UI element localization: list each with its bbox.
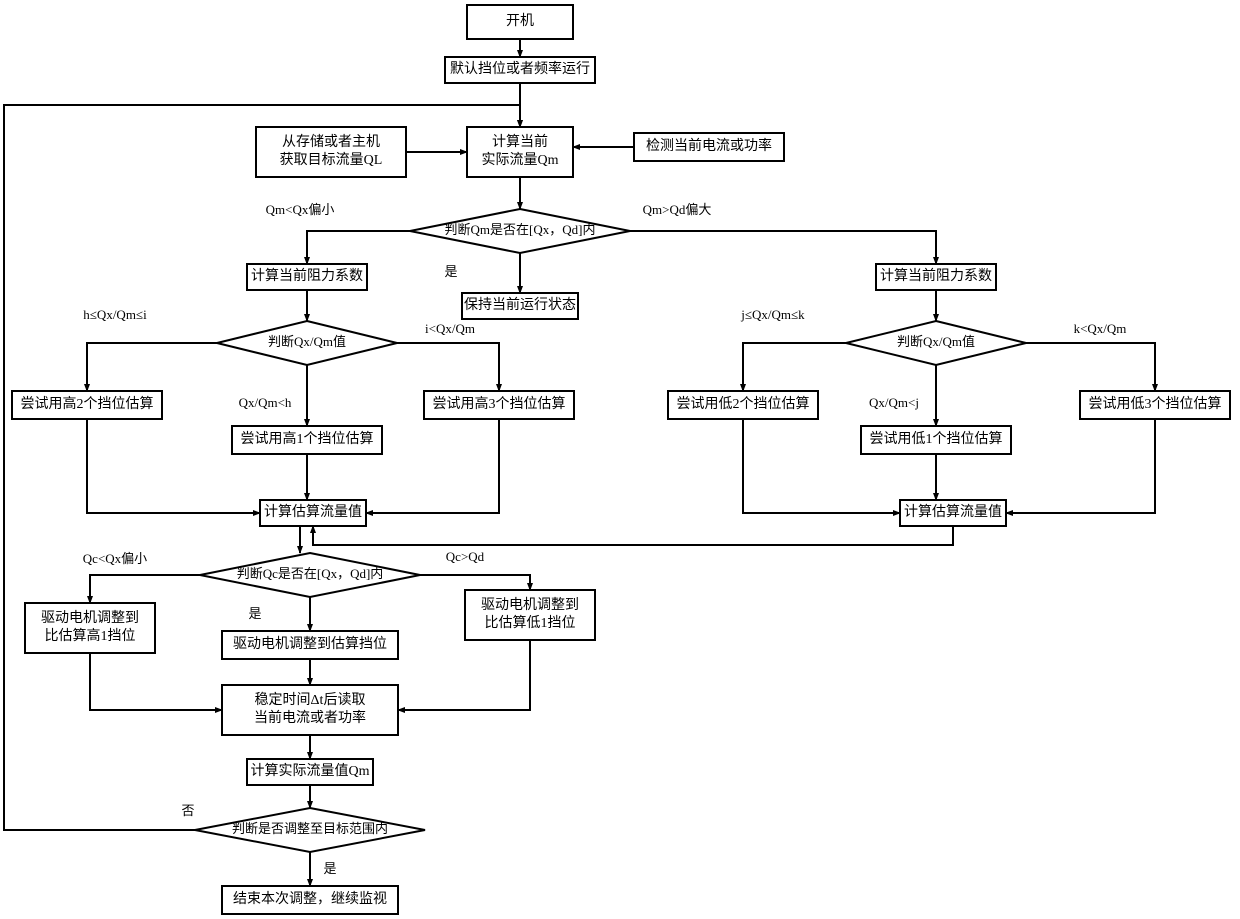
node-label: 尝试用低1个挡位估算 (870, 431, 1003, 447)
node-label: 计算估算流量值 (264, 504, 362, 520)
node-label: 驱动电机调整到估算挡位 (233, 636, 387, 652)
node-label: 驱动电机调整到 (481, 597, 579, 613)
node-label: 当前电流或者功率 (254, 709, 366, 726)
edge-label: j≤Qx/Qm≤k (740, 307, 805, 322)
edge-label: 是 (323, 861, 336, 876)
node-label: 判断Qm是否在[Qx，Qd]内 (445, 222, 596, 237)
node-label: 结束本次调整，继续监视 (233, 890, 387, 907)
node-label: 驱动电机调整到 (41, 610, 139, 626)
edge-label: 是 (444, 264, 457, 279)
node-label: 保持当前运行状态 (464, 296, 576, 313)
node-label: 尝试用低3个挡位估算 (1089, 396, 1222, 412)
node-label: 判断Qx/Qm值 (268, 334, 346, 349)
edge-label: 否 (181, 803, 194, 818)
node-label: 尝试用低2个挡位估算 (677, 396, 810, 412)
edge-label: Qx/Qm<h (239, 395, 292, 410)
flowchart-canvas: 是 Qm<Qx偏小 Qm>Qd偏大 h≤Qx/Qm≤i Qx/Qm<h i<Qx/Qm j≤… (0, 0, 1240, 919)
node-label: 计算实际流量值Qm (251, 763, 370, 779)
node-label: 判断Qx/Qm值 (897, 334, 975, 349)
edge-label: Qc<Qx偏小 (83, 551, 147, 566)
node-label: 稳定时间Δt后读取 (255, 691, 366, 708)
node-label: 比估算高1挡位 (45, 627, 136, 644)
edge-label: k<Qx/Qm (1074, 321, 1127, 336)
edge-label: h≤Qx/Qm≤i (83, 307, 147, 322)
node-label: 计算估算流量值 (904, 504, 1002, 520)
edge-label: 是 (248, 606, 261, 621)
node-label: 计算当前 (492, 133, 548, 150)
node-label: 获取目标流量QL (280, 152, 383, 168)
node-label: 开机 (506, 13, 534, 29)
node-label: 尝试用高2个挡位估算 (21, 395, 154, 412)
node-label: 尝试用高3个挡位估算 (433, 395, 566, 412)
edge-label: Qm<Qx偏小 (266, 202, 335, 217)
node-label: 检测当前电流或功率 (646, 137, 772, 154)
edge-label: Qc>Qd (446, 549, 485, 564)
edge-label: i<Qx/Qm (425, 321, 475, 336)
node-label: 尝试用高1个挡位估算 (241, 430, 374, 447)
node-label: 实际流量Qm (482, 152, 559, 168)
node-label: 判断Qc是否在[Qx，Qd]内 (237, 566, 384, 581)
node-label: 计算当前阻力系数 (251, 267, 363, 284)
node-label: 计算当前阻力系数 (880, 267, 992, 284)
node-label: 默认挡位或者频率运行 (450, 60, 590, 77)
edge-label: Qm>Qd偏大 (643, 202, 712, 217)
node-label: 比估算低1挡位 (485, 615, 576, 631)
node-label: 从存储或者主机 (282, 134, 380, 150)
edge-label: Qx/Qm<j (869, 395, 919, 410)
node-label: 判断是否调整至目标范围内 (232, 821, 388, 836)
